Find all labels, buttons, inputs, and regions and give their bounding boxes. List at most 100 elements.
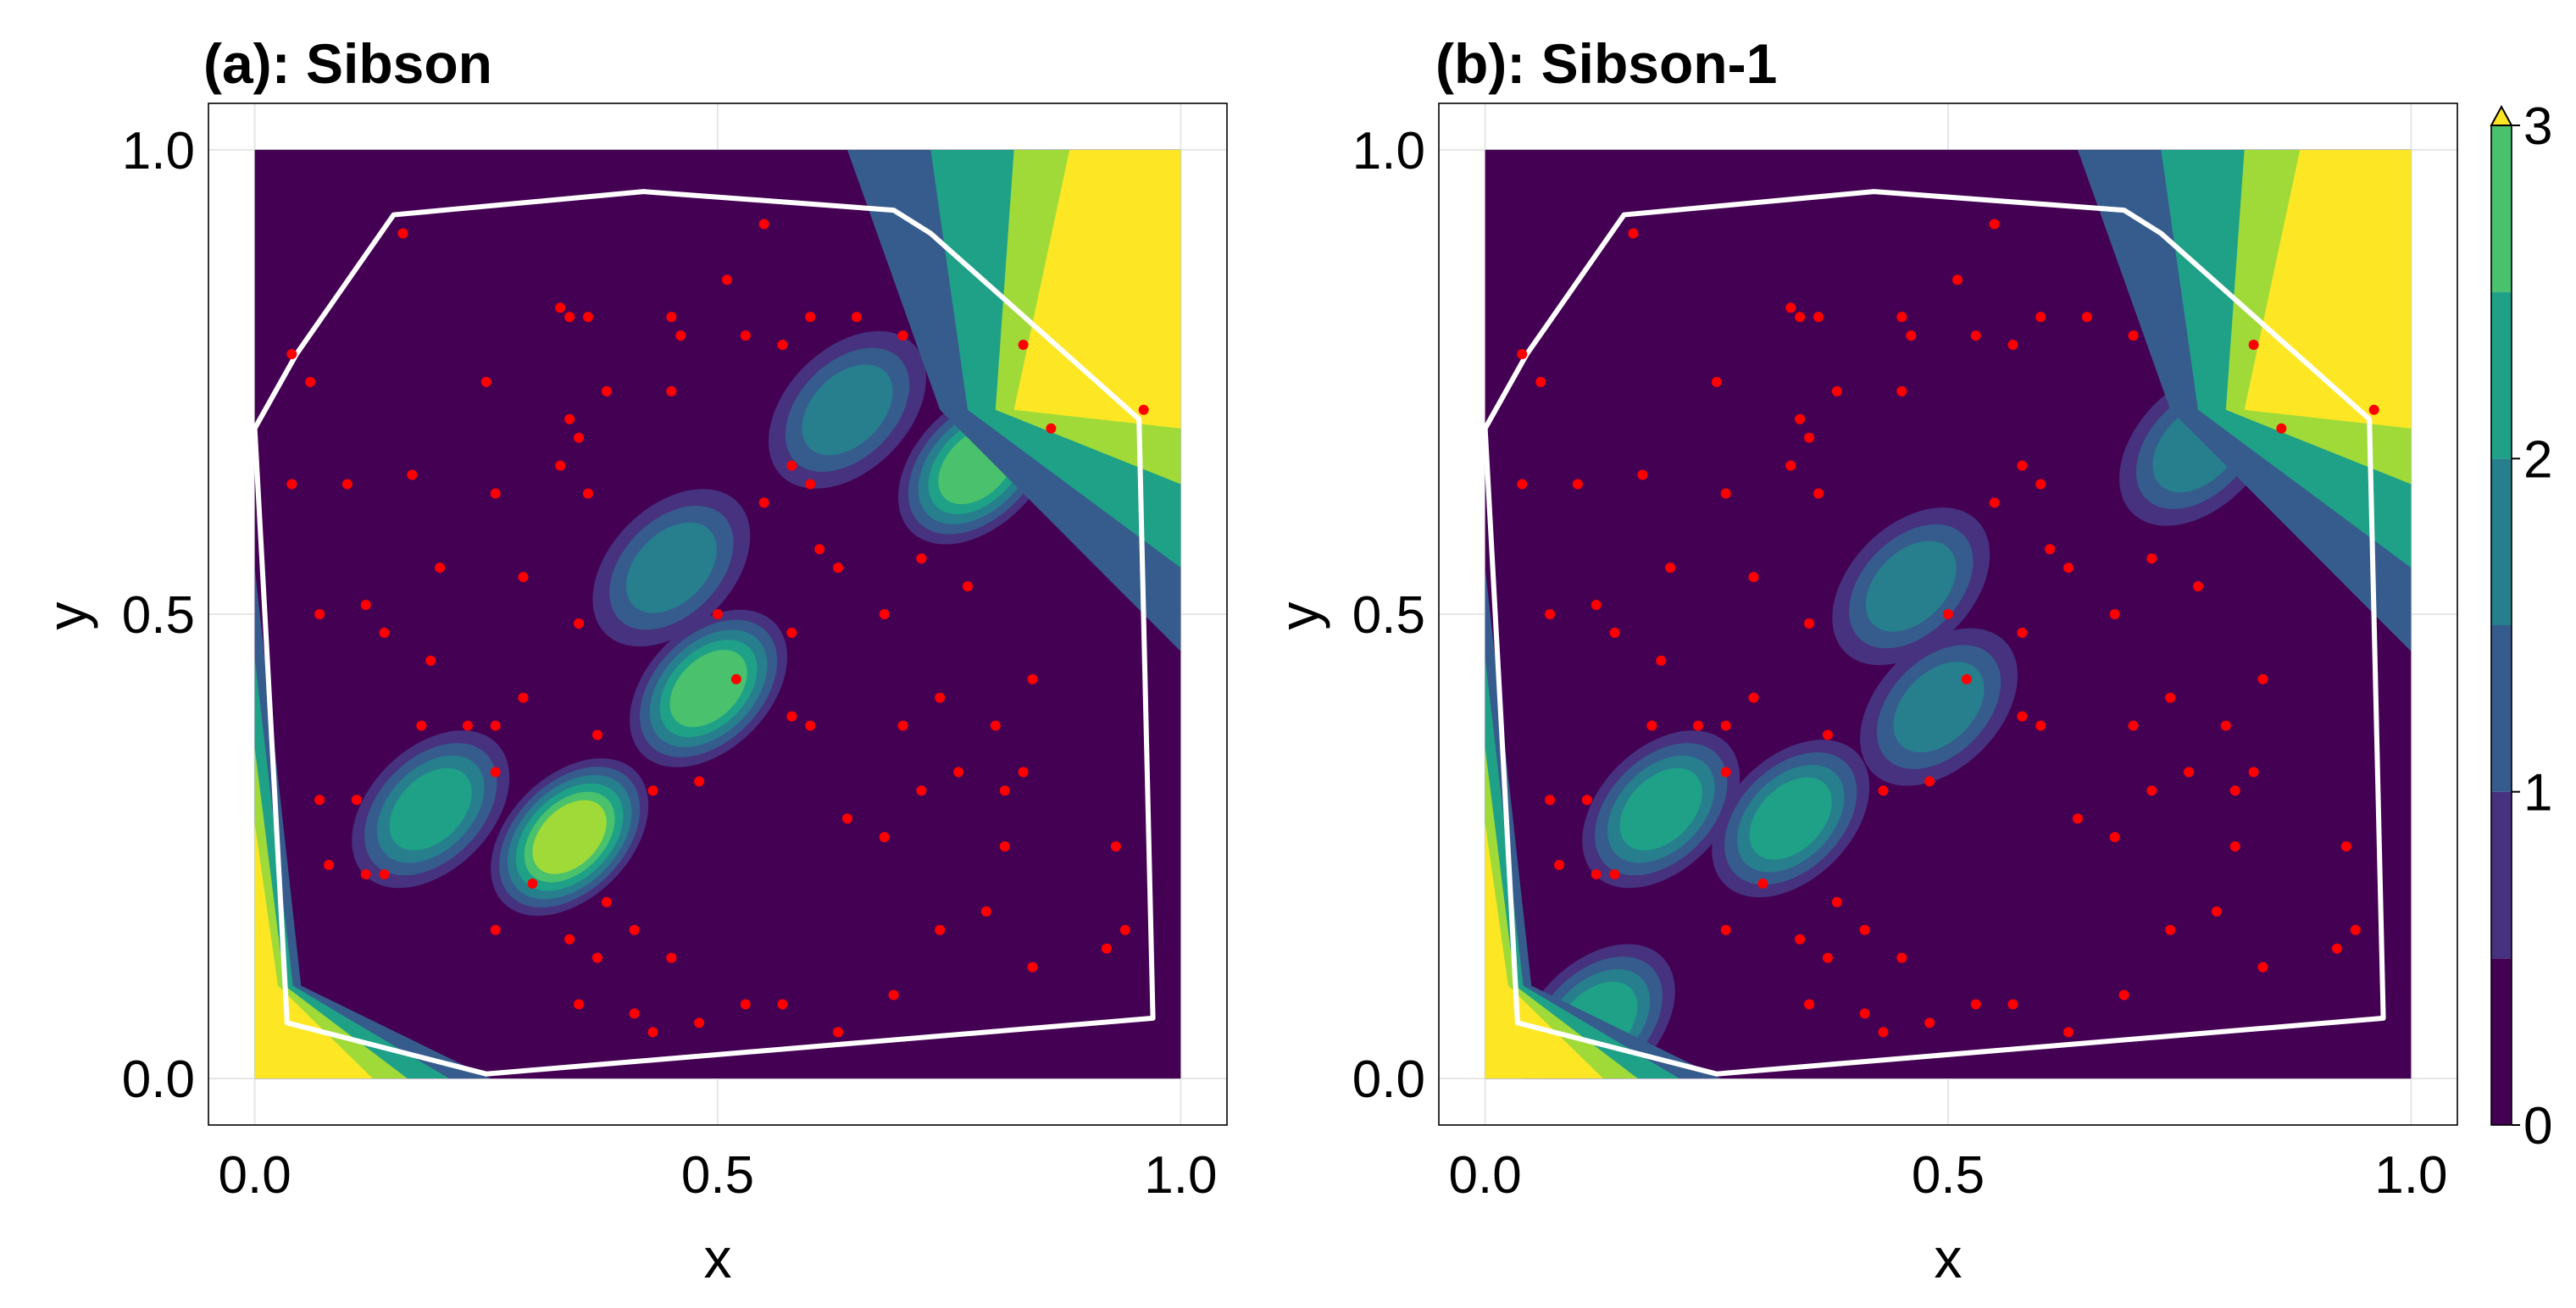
hot-region [592, 489, 751, 647]
data-point [379, 868, 390, 879]
data-point [666, 952, 677, 963]
colorbar: 0 1 2 3 [2490, 97, 2552, 1156]
data-point [2146, 785, 2157, 796]
data-point [1989, 497, 2000, 508]
data-point [999, 841, 1010, 852]
x-axis-label: x [1935, 1227, 1963, 1289]
edge-bands [254, 149, 1181, 1079]
data-point [2165, 692, 2176, 703]
data-point [1720, 767, 1731, 778]
data-point [1720, 488, 1731, 499]
data-point [805, 720, 816, 731]
data-point [2128, 720, 2139, 731]
data-point [2109, 832, 2120, 843]
y-tick-label: 0.5 [122, 586, 195, 645]
data-point [805, 312, 816, 323]
data-point [1970, 330, 1981, 341]
contour-field [254, 149, 1181, 1079]
data-point [591, 952, 602, 963]
hot-region [630, 609, 788, 768]
data-point [1692, 720, 1703, 731]
data-point [1943, 609, 1953, 619]
data-point [314, 795, 325, 806]
data-point [2193, 581, 2204, 592]
data-point [1027, 962, 1038, 973]
data-point [2165, 924, 2176, 935]
y-tick-label: 1.0 [1352, 122, 1425, 180]
data-point [629, 924, 640, 935]
data-point [666, 312, 677, 323]
data-point [518, 572, 529, 583]
data-point [1831, 385, 1842, 396]
data-point [2340, 841, 2351, 852]
axes-frame [1438, 103, 2458, 1126]
data-point [286, 479, 297, 490]
data-point [425, 655, 436, 666]
sample-points [286, 219, 1149, 1038]
axes-frame [208, 103, 1228, 1126]
data-point [555, 302, 566, 313]
data-point [1517, 479, 1528, 490]
data-point [1785, 302, 1796, 313]
data-point [2276, 423, 2287, 434]
data-point [1822, 729, 1833, 740]
data-point [518, 692, 529, 703]
data-point [1581, 795, 1592, 806]
data-point [314, 609, 325, 619]
data-point [1795, 934, 1806, 945]
data-point [833, 563, 844, 574]
data-point [407, 469, 418, 480]
data-point [1535, 376, 1546, 387]
data-point [490, 924, 501, 935]
data-point [2007, 999, 2018, 1010]
data-point [675, 330, 686, 341]
sample-points [1517, 219, 2379, 1038]
contour-field [1485, 149, 2412, 1079]
data-point [1906, 330, 1917, 341]
chart-title: (a): Sibson [203, 32, 492, 95]
data-point [2350, 924, 2361, 935]
data-point [591, 729, 602, 740]
data-point [1813, 312, 1824, 323]
data-point [953, 767, 964, 778]
data-point [2128, 330, 2139, 341]
colorbar-tick-labels: 0 1 2 3 [2512, 97, 2552, 1156]
data-point [1878, 785, 1889, 796]
data-point [1795, 312, 1806, 323]
data-point [1665, 563, 1676, 574]
colorbar-band [2491, 625, 2512, 792]
data-point [2248, 767, 2259, 778]
data-point [647, 785, 658, 796]
data-point [730, 673, 741, 684]
hot-region [352, 730, 510, 889]
data-point [416, 720, 427, 731]
data-point [1970, 999, 1981, 1010]
data-point [1609, 868, 1620, 879]
field-blobs [1485, 149, 2412, 1079]
hot-region [1712, 740, 1870, 898]
data-point [286, 349, 297, 360]
data-point [305, 376, 316, 387]
data-point [1545, 609, 1556, 619]
data-point [980, 906, 991, 917]
data-point [574, 432, 585, 443]
tick-labels: 0.0 0.5 1.0 0.0 0.5 1.0 [1352, 122, 2448, 1205]
data-point [601, 385, 612, 396]
x-tick-label: 1.0 [2374, 1146, 2447, 1205]
data-point [758, 497, 769, 508]
data-point [2063, 563, 2074, 574]
data-point [2257, 962, 2268, 973]
data-point [555, 460, 566, 471]
data-point [2081, 312, 2092, 323]
data-point [1961, 673, 1972, 684]
data-point [1859, 924, 1870, 935]
data-point [360, 868, 371, 879]
data-point [1110, 841, 1121, 852]
data-point [1646, 720, 1657, 731]
data-point [1554, 860, 1565, 871]
colorbar-tick-label: 3 [2523, 97, 2552, 156]
data-point [564, 413, 575, 424]
data-point [897, 330, 908, 341]
data-point [1517, 349, 1528, 360]
data-point [2248, 340, 2259, 351]
